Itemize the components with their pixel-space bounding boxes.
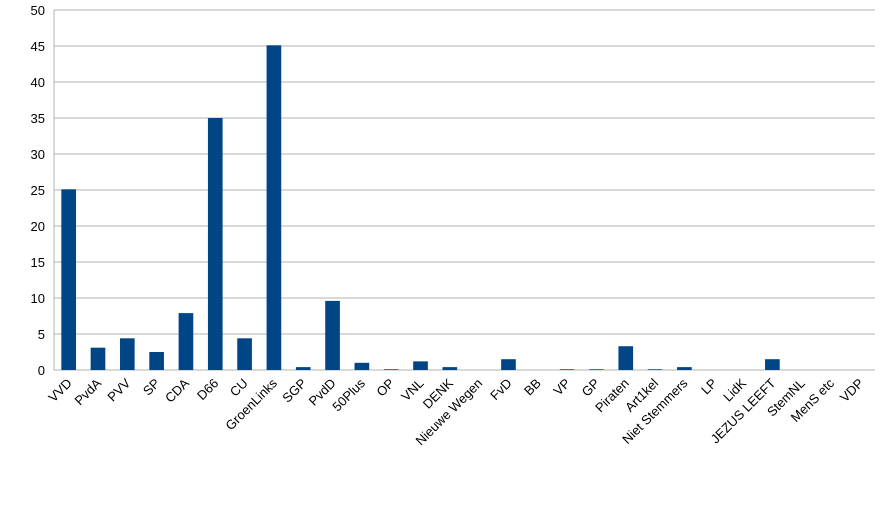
x-tick-label: LP: [698, 376, 720, 398]
bar: [90, 347, 106, 370]
bar: [501, 359, 516, 370]
bar: [413, 361, 428, 370]
bar: [442, 367, 458, 370]
x-tick-label: VP: [550, 376, 573, 399]
x-tick-label: SP: [140, 376, 163, 399]
y-tick-label: 25: [31, 183, 45, 198]
bar: [559, 369, 575, 370]
x-tick-label: PVV: [104, 375, 133, 404]
bar: [149, 352, 164, 370]
bar: [354, 362, 370, 370]
y-tick-label: 40: [31, 75, 45, 90]
bar: [237, 338, 252, 370]
y-tick-label: 15: [31, 255, 45, 270]
bar: [589, 369, 604, 370]
x-tick-label: VDP: [837, 376, 867, 406]
x-tick-label: FvD: [487, 376, 514, 403]
bar: [325, 300, 340, 370]
x-tick-label: CDA: [162, 375, 192, 405]
x-tick-label: OP: [373, 376, 397, 400]
bar: [266, 45, 282, 370]
bar: [119, 338, 135, 370]
y-tick-label: 10: [31, 291, 45, 306]
bar: [383, 369, 399, 370]
y-tick-label: 50: [31, 3, 45, 18]
y-tick-label: 5: [38, 327, 45, 342]
y-tick-label: 20: [31, 219, 45, 234]
bar: [178, 313, 194, 370]
y-tick-label: 0: [38, 363, 45, 378]
bar: [295, 367, 311, 370]
x-tick-label: PvdA: [72, 375, 105, 408]
x-tick-label: 50Plus: [329, 375, 368, 414]
y-tick-label: 35: [31, 111, 45, 126]
bar: [618, 346, 634, 370]
x-tick-label: SGP: [279, 376, 309, 406]
bar: [765, 359, 780, 370]
x-tick-label: GP: [579, 376, 603, 400]
bar: [647, 369, 663, 370]
bar: [677, 367, 692, 370]
y-tick-label: 45: [31, 39, 45, 54]
y-tick-label: 30: [31, 147, 45, 162]
x-tick-label: VVD: [45, 376, 75, 406]
x-tick-label: BB: [521, 376, 544, 399]
x-tick-label: D66: [194, 376, 221, 403]
bar: [61, 189, 76, 370]
bar: [207, 118, 223, 370]
x-tick-label: CU: [227, 376, 251, 400]
